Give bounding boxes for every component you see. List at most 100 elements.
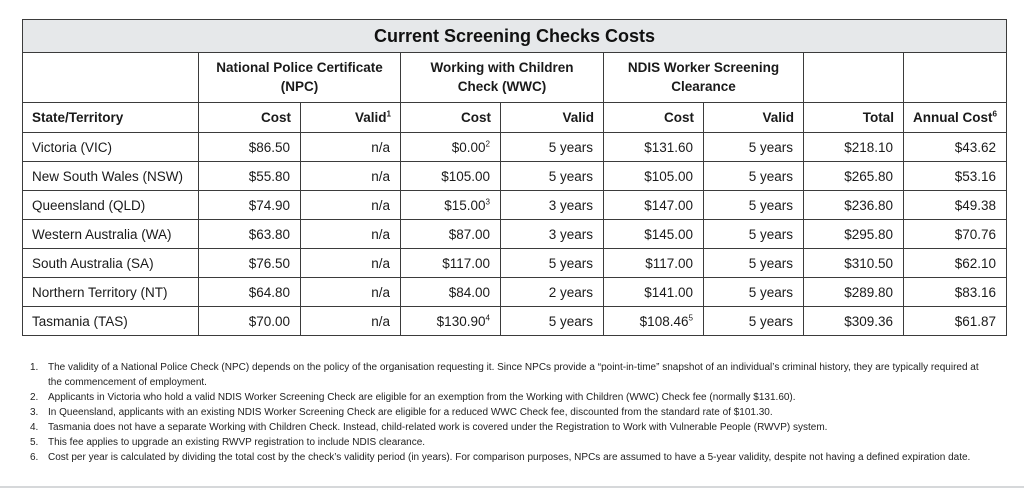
- wwc-cost-value: $117.00: [442, 255, 490, 271]
- wwc-valid-cell: 5 years: [500, 306, 604, 336]
- col-header-npc-valid: Valid1: [300, 102, 401, 133]
- col-header-state: State/Territory: [22, 102, 199, 133]
- total-cell: $310.50: [803, 248, 904, 278]
- footnote-text: In Queensland, applicants with an existi…: [48, 407, 773, 418]
- annual-cost-cell: $70.76: [903, 219, 1007, 249]
- title-row: Current Screening Checks Costs: [22, 19, 1007, 53]
- ndis-cost-cell: $117.00: [603, 248, 704, 278]
- col-header-npc-cost: Cost: [198, 102, 301, 133]
- ndis-valid-cell: 5 years: [703, 132, 804, 162]
- footnote-ref: 5: [688, 313, 693, 322]
- npc-cost-cell: $55.80: [198, 161, 301, 191]
- footnote-item: 6. Cost per year is calculated by dividi…: [30, 450, 994, 465]
- total-cell: $295.80: [803, 219, 904, 249]
- ndis-cost-cell: $131.60: [603, 132, 704, 162]
- footnote-text: Cost per year is calculated by dividing …: [48, 452, 971, 463]
- annual-cost-cell: $83.16: [903, 277, 1007, 307]
- npc-valid-cell: n/a: [300, 219, 401, 249]
- total-cell: $236.80: [803, 190, 904, 220]
- wwc-cost-cell: $0.002: [400, 132, 501, 162]
- group-header-ndis-line1: NDIS Worker Screening: [627, 60, 780, 76]
- group-header-wwc-line2: Check (WWC): [457, 78, 547, 94]
- ndis-cost-value: $145.00: [644, 226, 693, 242]
- footnote-text: Tasmania does not have a separate Workin…: [48, 422, 828, 433]
- column-header-row: State/Territory Cost Valid1 Cost Valid C…: [22, 102, 1007, 133]
- state-cell: New South Wales (NSW): [22, 161, 199, 191]
- npc-cost-cell: $74.90: [198, 190, 301, 220]
- table-row: Victoria (VIC) $86.50 n/a $0.002 5 years…: [22, 132, 1007, 162]
- ndis-cost-cell: $147.00: [603, 190, 704, 220]
- wwc-cost-value: $0.00: [451, 139, 486, 155]
- table-row: Northern Territory (NT) $64.80 n/a $84.0…: [22, 277, 1007, 307]
- npc-valid-cell: n/a: [300, 277, 401, 307]
- wwc-valid-cell: 3 years: [500, 190, 604, 220]
- footnotes: 1. The validity of a National Police Che…: [30, 360, 994, 465]
- group-header-npc-line1: National Police Certificate: [216, 60, 383, 76]
- col-header-ndis-valid: Valid: [703, 102, 804, 133]
- footnote-item: 5. This fee applies to upgrade an existi…: [30, 435, 994, 450]
- footnote-ref: 3: [485, 197, 490, 206]
- table-row: Western Australia (WA) $63.80 n/a $87.00…: [22, 219, 1007, 249]
- group-header-empty-total: [803, 52, 904, 103]
- group-header-wwc: Working with Children Check (WWC): [400, 52, 604, 103]
- total-cell: $309.36: [803, 306, 904, 336]
- col-header-annual-cost: Annual Cost6: [903, 102, 1007, 133]
- total-cell: $289.80: [803, 277, 904, 307]
- ndis-valid-cell: 5 years: [703, 248, 804, 278]
- wwc-cost-value: $130.90: [436, 313, 486, 329]
- screening-costs-table: Current Screening Checks Costs National …: [22, 19, 1007, 336]
- footnote-number: 1.: [30, 362, 39, 373]
- ndis-valid-cell: 5 years: [703, 190, 804, 220]
- npc-valid-cell: n/a: [300, 132, 401, 162]
- footnote-text: Applicants in Victoria who hold a valid …: [48, 392, 796, 403]
- wwc-valid-cell: 5 years: [500, 161, 604, 191]
- state-cell: Queensland (QLD): [22, 190, 199, 220]
- group-header-empty-annual: [903, 52, 1007, 103]
- total-cell: $265.80: [803, 161, 904, 191]
- npc-cost-cell: $76.50: [198, 248, 301, 278]
- col-header-npc-valid-label: Valid: [354, 110, 387, 125]
- wwc-cost-value: $15.00: [444, 197, 486, 213]
- group-header-wwc-line1: Working with Children: [430, 60, 574, 76]
- group-header-ndis: NDIS Worker Screening Clearance: [603, 52, 804, 103]
- footnote-number: 2.: [30, 392, 39, 403]
- wwc-cost-cell: $84.00: [400, 277, 501, 307]
- ndis-valid-cell: 5 years: [703, 277, 804, 307]
- wwc-cost-value: $84.00: [448, 284, 490, 300]
- ndis-cost-cell: $105.00: [603, 161, 704, 191]
- table-row: South Australia (SA) $76.50 n/a $117.00 …: [22, 248, 1007, 278]
- col-header-annual-cost-label: Annual Cost: [912, 110, 993, 125]
- ndis-valid-cell: 5 years: [703, 161, 804, 191]
- footnote-number: 5.: [30, 437, 39, 448]
- footnote-ref: 2: [485, 139, 490, 148]
- ndis-cost-cell: $141.00: [603, 277, 704, 307]
- total-cell: $218.10: [803, 132, 904, 162]
- group-header-ndis-line2: Clearance: [671, 78, 736, 94]
- state-cell: Victoria (VIC): [22, 132, 199, 162]
- annual-cost-cell: $49.38: [903, 190, 1007, 220]
- state-cell: Western Australia (WA): [22, 219, 199, 249]
- npc-valid-cell: n/a: [300, 248, 401, 278]
- wwc-cost-cell: $130.904: [400, 306, 501, 336]
- footnote-text: This fee applies to upgrade an existing …: [48, 437, 426, 448]
- col-header-ndis-cost: Cost: [603, 102, 704, 133]
- footnote-ref: 4: [485, 313, 490, 322]
- footnote-number: 6.: [30, 452, 39, 463]
- npc-valid-cell: n/a: [300, 190, 401, 220]
- state-cell: South Australia (SA): [22, 248, 199, 278]
- ndis-cost-value: $108.46: [639, 313, 689, 329]
- ndis-valid-cell: 5 years: [703, 219, 804, 249]
- table-row: Tasmania (TAS) $70.00 n/a $130.904 5 yea…: [22, 306, 1007, 336]
- ndis-valid-cell: 5 years: [703, 306, 804, 336]
- col-header-total: Total: [803, 102, 904, 133]
- wwc-valid-cell: 3 years: [500, 219, 604, 249]
- wwc-cost-cell: $117.00: [400, 248, 501, 278]
- wwc-cost-cell: $87.00: [400, 219, 501, 249]
- state-cell: Tasmania (TAS): [22, 306, 199, 336]
- group-header-npc: National Police Certificate (NPC): [198, 52, 401, 103]
- npc-cost-cell: $63.80: [198, 219, 301, 249]
- wwc-cost-value: $105.00: [441, 168, 490, 184]
- table-row: New South Wales (NSW) $55.80 n/a $105.00…: [22, 161, 1007, 191]
- table-row: Queensland (QLD) $74.90 n/a $15.003 3 ye…: [22, 190, 1007, 220]
